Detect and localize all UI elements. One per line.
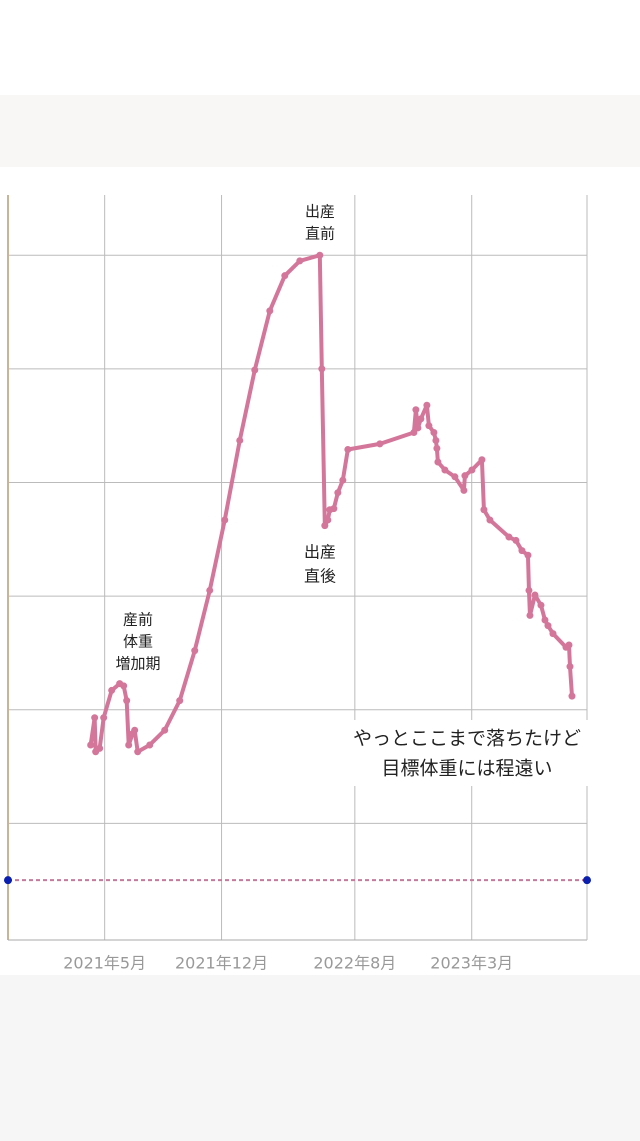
data-point	[412, 406, 420, 414]
data-point	[486, 516, 494, 524]
data-point	[100, 714, 108, 722]
top-bar	[0, 0, 640, 95]
data-point	[91, 714, 99, 722]
data-point	[451, 473, 459, 481]
data-point	[206, 586, 214, 594]
annotation: 出産	[304, 543, 336, 562]
target-end	[583, 876, 591, 885]
data-point	[512, 536, 520, 544]
data-point	[480, 506, 488, 514]
data-point	[433, 444, 441, 452]
annotation: 目標体重には程遠い	[381, 758, 552, 780]
data-point	[344, 446, 352, 454]
data-point	[423, 401, 431, 409]
data-point	[410, 428, 418, 436]
data-point	[123, 697, 131, 705]
annotation: やっとここまで落ちたけど	[353, 728, 581, 750]
annotation: 直後	[304, 567, 336, 586]
data-point	[518, 547, 526, 555]
data-point	[334, 489, 342, 497]
data-point	[321, 522, 329, 530]
target-end	[4, 876, 12, 885]
data-point	[134, 748, 142, 756]
data-point	[549, 630, 557, 638]
data-point	[161, 726, 169, 734]
data-point	[339, 476, 347, 484]
data-point	[131, 726, 139, 734]
data-point	[505, 533, 513, 541]
x-tick-label: 2021年5月	[63, 954, 146, 973]
data-point	[568, 692, 576, 700]
data-point	[441, 466, 449, 474]
data-point	[565, 641, 573, 649]
data-point	[432, 436, 440, 444]
data-point	[296, 257, 304, 265]
data-point	[414, 424, 422, 432]
x-tick-label: 2021年12月	[175, 954, 268, 973]
data-point	[468, 466, 476, 474]
annotation: 増加期	[115, 655, 160, 673]
data-point	[125, 741, 133, 749]
data-point	[376, 440, 384, 448]
annotation: 直前	[305, 225, 335, 243]
data-point	[430, 428, 438, 436]
data-point	[191, 647, 199, 655]
data-point	[461, 472, 469, 480]
data-point	[531, 591, 539, 599]
data-point	[316, 251, 324, 259]
x-tick-label: 2023年3月	[430, 954, 513, 973]
annotation: 産前	[123, 611, 153, 629]
data-point	[324, 516, 332, 524]
data-point	[251, 366, 259, 374]
data-point	[221, 516, 229, 524]
data-point	[176, 697, 184, 705]
data-point	[318, 365, 326, 373]
data-point	[266, 307, 274, 315]
data-point	[524, 551, 532, 559]
data-point	[425, 422, 433, 430]
data-point	[146, 741, 154, 749]
data-point	[96, 744, 104, 752]
data-point	[330, 505, 338, 513]
annotation: 出産	[305, 203, 335, 221]
x-tick-label: 2022年8月	[313, 954, 396, 973]
data-point	[526, 611, 534, 619]
data-point	[87, 741, 95, 749]
annotation-box	[346, 720, 588, 786]
data-point	[434, 458, 442, 466]
data-point	[566, 663, 574, 671]
data-point	[478, 456, 486, 464]
data-point	[525, 586, 533, 594]
annotation: 体重	[123, 633, 153, 651]
header-band	[0, 95, 640, 167]
data-point	[541, 616, 549, 624]
data-point	[120, 682, 128, 690]
data-point	[236, 436, 244, 444]
data-point	[460, 486, 468, 494]
data-point	[417, 415, 425, 423]
data-point	[537, 601, 545, 609]
data-point	[108, 686, 116, 694]
data-point	[281, 272, 289, 280]
data-point	[544, 622, 552, 630]
